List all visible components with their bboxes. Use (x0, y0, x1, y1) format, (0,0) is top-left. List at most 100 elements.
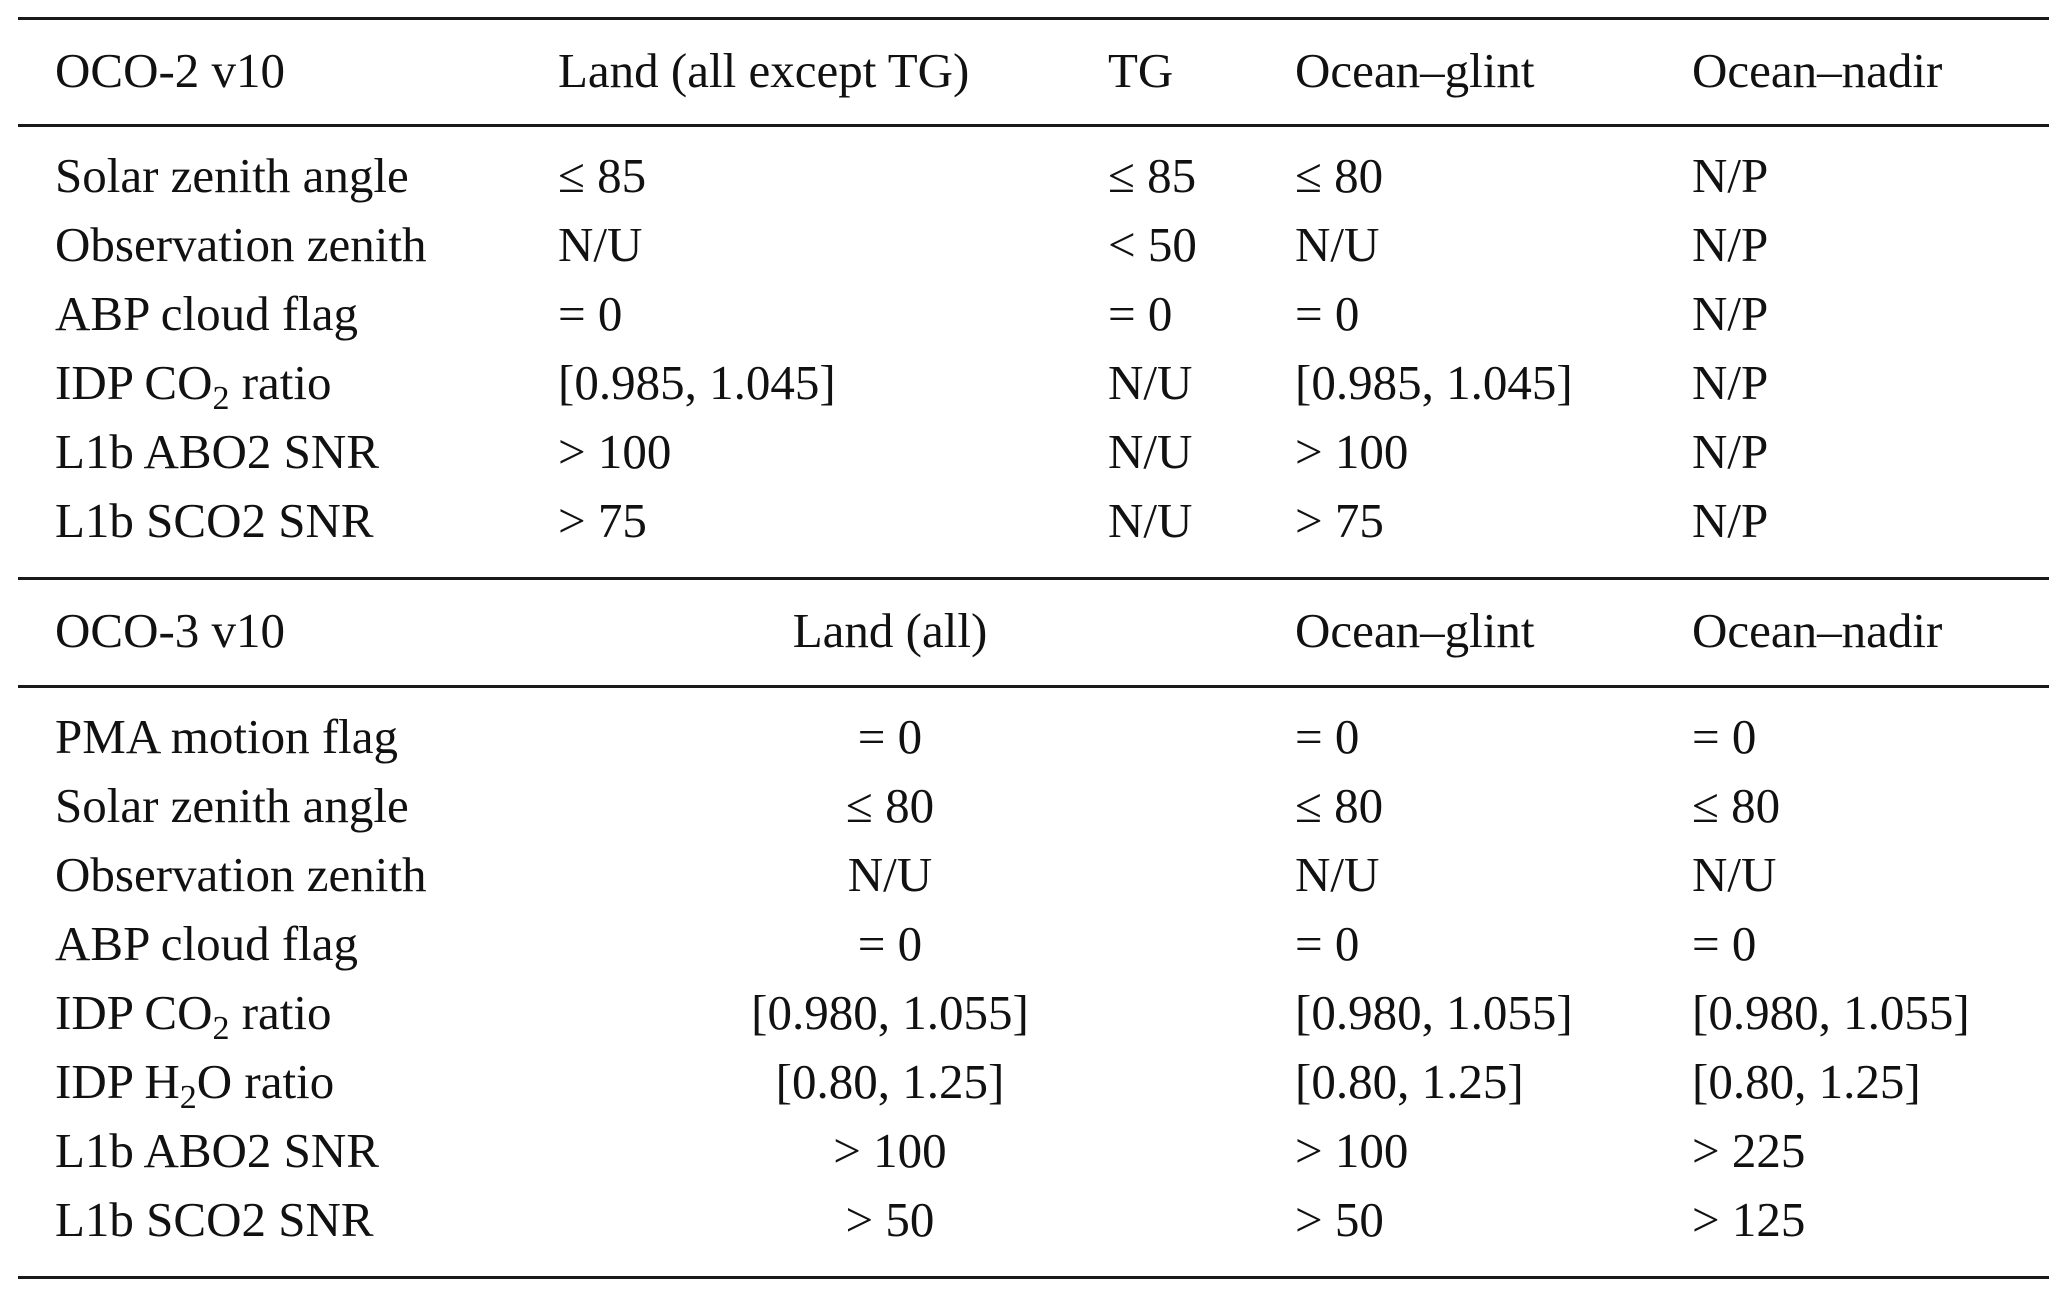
cell-ocean-nadir: N/U (1692, 847, 1777, 902)
cell-ocean-glint: > 75 (1295, 493, 1384, 548)
cell-ocean-glint: N/U (1295, 847, 1380, 902)
column-header-ocean-glint: Ocean–glint (1295, 43, 1535, 98)
table-row: Solar zenith angle ≤ 85 ≤ 85 ≤ 80 N/P (0, 141, 2067, 210)
cell-ocean-glint: ≤ 80 (1295, 778, 1384, 833)
row-label: Solar zenith angle (55, 148, 409, 203)
subscript: 2 (212, 1010, 230, 1047)
cell-ocean-nadir: N/P (1692, 286, 1769, 341)
cell-tg: N/U (1108, 355, 1193, 410)
bottom-rule (18, 1276, 2049, 1279)
column-header-tg: TG (1108, 43, 1174, 98)
row-label: L1b ABO2 SNR (55, 1123, 380, 1178)
row-label: Observation zenith (55, 217, 427, 272)
table-row: IDP CO2 ratio [0.985, 1.045] N/U [0.985,… (0, 348, 2067, 417)
cell-ocean-glint: > 100 (1295, 1123, 1409, 1178)
cell-ocean-nadir: N/P (1692, 493, 1769, 548)
cell-ocean-glint: = 0 (1295, 916, 1360, 971)
cell-ocean-nadir: = 0 (1692, 709, 1757, 764)
label-text: ratio (229, 985, 332, 1040)
cell-ocean-nadir: > 225 (1692, 1123, 1806, 1178)
cell-tg: N/U (1108, 424, 1193, 479)
column-header-ocean-glint: Ocean–glint (1295, 603, 1535, 658)
oco2-title: OCO-2 v10 (55, 43, 286, 98)
cell-ocean-nadir: N/P (1692, 355, 1769, 410)
cell-land: > 100 (558, 424, 672, 479)
table-row: L1b ABO2 SNR > 100 > 100 > 225 (0, 1116, 2067, 1185)
cell-land: [0.985, 1.045] (558, 355, 836, 410)
table-row: IDP CO2 ratio [0.980, 1.055] [0.980, 1.0… (0, 978, 2067, 1047)
cell-ocean-glint: [0.980, 1.055] (1295, 985, 1573, 1040)
row-label: L1b SCO2 SNR (55, 1192, 374, 1247)
table-row: Observation zenith N/U N/U N/U (0, 840, 2067, 909)
column-header-ocean-nadir: Ocean–nadir (1692, 603, 1943, 658)
table-row: Observation zenith N/U < 50 N/U N/P (0, 210, 2067, 279)
cell-ocean-nadir: N/P (1692, 424, 1769, 479)
cell-ocean-nadir: [0.80, 1.25] (1692, 1054, 1921, 1109)
cell-land: > 50 (845, 1192, 935, 1247)
cell-ocean-glint: = 0 (1295, 286, 1360, 341)
cell-land: ≤ 80 (845, 778, 935, 833)
top-rule (18, 17, 2049, 20)
oco3-title: OCO-3 v10 (55, 603, 286, 658)
row-label: PMA motion flag (55, 709, 399, 764)
cell-land: = 0 (857, 709, 923, 764)
label-text: ratio (229, 355, 332, 410)
row-label: ABP cloud flag (55, 916, 359, 971)
cell-ocean-glint: [0.80, 1.25] (1295, 1054, 1524, 1109)
cell-tg: = 0 (1108, 286, 1173, 341)
row-label: IDP H2O ratio (55, 1047, 334, 1116)
row-label: ABP cloud flag (55, 286, 359, 341)
cell-land: [0.80, 1.25] (775, 1054, 1005, 1109)
cell-ocean-nadir: N/P (1692, 217, 1769, 272)
cell-ocean-glint: ≤ 80 (1295, 148, 1384, 203)
table-row: Solar zenith angle ≤ 80 ≤ 80 ≤ 80 (0, 771, 2067, 840)
row-label: L1b SCO2 SNR (55, 493, 374, 548)
row-label: Solar zenith angle (55, 778, 409, 833)
cell-ocean-nadir: [0.980, 1.055] (1692, 985, 1970, 1040)
table-row: PMA motion flag = 0 = 0 = 0 (0, 702, 2067, 771)
column-header-land: Land (all except TG) (558, 43, 970, 98)
subscript: 2 (179, 1079, 197, 1116)
cell-land: N/U (558, 217, 643, 272)
cell-land: ≤ 85 (558, 148, 647, 203)
cell-ocean-nadir: > 125 (1692, 1192, 1806, 1247)
label-text: IDP H (55, 1054, 180, 1109)
cell-land: > 75 (558, 493, 647, 548)
label-text: IDP CO (55, 355, 213, 410)
cell-land: > 100 (833, 1123, 947, 1178)
row-label: IDP CO2 ratio (55, 348, 332, 417)
oco3-header-rule (18, 685, 2049, 688)
table-row: ABP cloud flag = 0 = 0 = 0 (0, 909, 2067, 978)
table-row: IDP H2O ratio [0.80, 1.25] [0.80, 1.25] … (0, 1047, 2067, 1116)
cell-ocean-nadir: ≤ 80 (1692, 778, 1781, 833)
cell-ocean-glint: > 50 (1295, 1192, 1384, 1247)
row-label: IDP CO2 ratio (55, 978, 332, 1047)
cell-tg: ≤ 85 (1108, 148, 1197, 203)
cell-tg: < 50 (1108, 217, 1197, 272)
label-text: IDP CO (55, 985, 213, 1040)
table-row: L1b SCO2 SNR > 75 N/U > 75 N/P (0, 486, 2067, 555)
subscript: 2 (212, 380, 230, 417)
cell-ocean-glint: N/U (1295, 217, 1380, 272)
cell-tg: N/U (1108, 493, 1193, 548)
section-separator-rule (18, 577, 2049, 580)
cell-land: = 0 (558, 286, 623, 341)
oco2-header-rule (18, 124, 2049, 127)
cell-land: [0.980, 1.055] (751, 985, 1029, 1040)
cell-ocean-glint: > 100 (1295, 424, 1409, 479)
cell-land: = 0 (857, 916, 923, 971)
row-label: Observation zenith (55, 847, 427, 902)
row-label: L1b ABO2 SNR (55, 424, 380, 479)
cell-ocean-glint: [0.985, 1.045] (1295, 355, 1573, 410)
oco3-header-row: OCO-3 v10 Land (all) Ocean–glint Ocean–n… (0, 596, 2067, 665)
cell-ocean-nadir: N/P (1692, 148, 1769, 203)
cell-ocean-glint: = 0 (1295, 709, 1360, 764)
table-row: L1b ABO2 SNR > 100 N/U > 100 N/P (0, 417, 2067, 486)
table-row: L1b SCO2 SNR > 50 > 50 > 125 (0, 1185, 2067, 1254)
label-text: O ratio (196, 1054, 335, 1109)
column-header-land-all: Land (all) (792, 603, 988, 658)
cell-ocean-nadir: = 0 (1692, 916, 1757, 971)
cell-land: N/U (847, 847, 933, 902)
column-header-ocean-nadir: Ocean–nadir (1692, 43, 1943, 98)
table-row: ABP cloud flag = 0 = 0 = 0 N/P (0, 279, 2067, 348)
